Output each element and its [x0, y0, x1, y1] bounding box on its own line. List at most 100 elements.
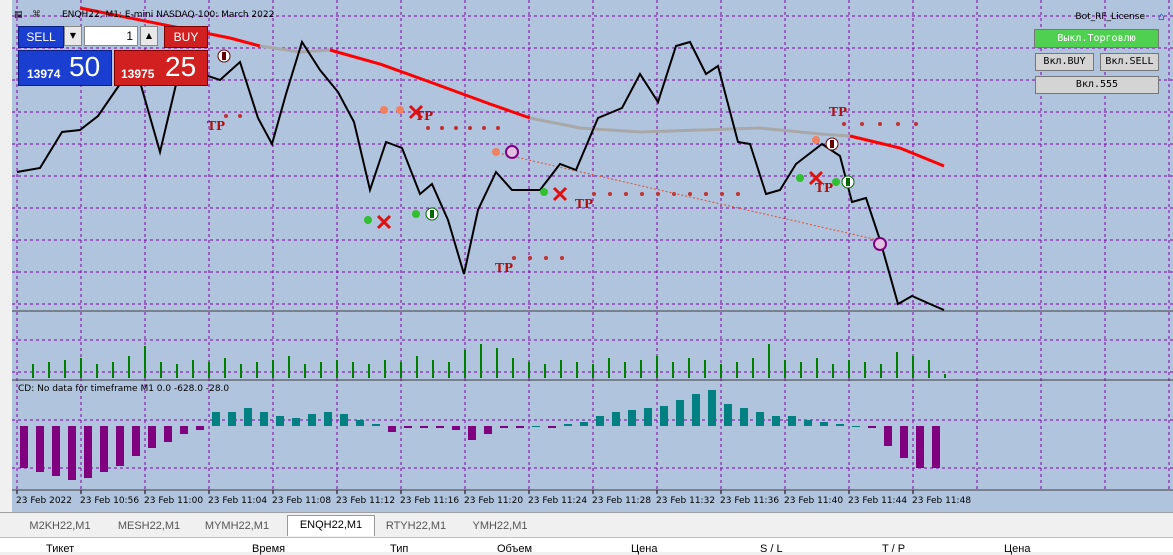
col-type[interactable]: Тип — [390, 543, 409, 555]
close-x-icon — [376, 214, 392, 230]
tp-dot — [896, 122, 900, 126]
time-axis-label: 23 Feb 11:04 — [208, 496, 267, 506]
arrow-marker-icon — [873, 237, 887, 251]
tp-label: TP — [829, 105, 847, 119]
volume-bar — [832, 364, 834, 378]
tp-dot — [560, 256, 564, 260]
tp-dot — [656, 192, 660, 196]
time-axis-label: 23 Feb 11:00 — [144, 496, 203, 506]
ask-price-box[interactable]: 13975 25 — [114, 50, 208, 86]
volume-bar — [64, 360, 66, 378]
entry-dot — [412, 210, 420, 218]
tab-m2kh22-m1[interactable]: M2KH22,M1 — [29, 520, 91, 532]
cd-bar — [404, 426, 412, 428]
tp-dot — [914, 122, 918, 126]
cd-bar — [900, 426, 908, 458]
tp-dot — [496, 126, 500, 130]
volume-bar — [704, 360, 706, 378]
volume-bar — [192, 360, 194, 378]
hat-icon: ⌂ — [1158, 10, 1165, 23]
volume-bar — [640, 360, 642, 378]
volume-bar — [336, 360, 338, 378]
tab-ymh22-m1[interactable]: YMH22,M1 — [472, 520, 528, 532]
toggle-trading-button[interactable]: Выкл.Торговлю — [1034, 29, 1159, 48]
tab-enqh22-m1[interactable]: ENQH22,M1 — [287, 515, 375, 536]
tp-dot — [640, 192, 644, 196]
buy-button[interactable]: BUY — [164, 26, 208, 48]
volume-bar — [480, 344, 482, 378]
tab-rtyh22-m1[interactable]: RTYH22,M1 — [385, 520, 447, 532]
chevron-down-icon[interactable]: ▼ — [64, 26, 82, 46]
chevron-up-icon[interactable]: ▲ — [140, 26, 158, 46]
volume-bar — [48, 362, 50, 378]
arrow-marker-icon — [222, 52, 226, 60]
enable-buy-button[interactable]: Вкл.BUY — [1035, 53, 1094, 71]
sell-label: SELL — [26, 30, 56, 44]
cd-bar — [452, 426, 460, 430]
tp-dot — [482, 126, 486, 130]
tp-dot — [878, 122, 882, 126]
volume-bar — [720, 364, 722, 378]
col-price-current[interactable]: Цена — [1004, 543, 1031, 555]
trend-dashed-line — [497, 152, 879, 241]
lot-input[interactable]: 1 — [84, 26, 138, 46]
col-volume[interactable]: Объем — [497, 543, 533, 555]
cd-bar — [52, 426, 60, 476]
cd-bar — [148, 426, 156, 448]
tp-dot — [624, 192, 628, 196]
volume-bar — [784, 360, 786, 378]
cd-bar — [548, 426, 556, 428]
time-axis-label: 23 Feb 11:28 — [592, 496, 651, 506]
close-x-icon — [552, 186, 568, 202]
volume-bar — [896, 352, 898, 378]
window-menu-icon[interactable]: ▤ — [14, 10, 23, 20]
trade-markers: TP TP TP TP TP TP — [207, 49, 887, 275]
cd-bar — [692, 394, 700, 426]
volume-bar — [80, 358, 82, 378]
tab-mymh22-m1[interactable]: MYMH22,M1 — [204, 520, 270, 532]
time-axis-label: 23 Feb 11:44 — [848, 496, 907, 506]
col-price[interactable]: Цена — [631, 543, 658, 555]
volume-bar — [688, 358, 690, 378]
enable-555-button[interactable]: Вкл.555 — [1035, 76, 1159, 94]
tab-mesh22-m1[interactable]: MESH22,M1 — [117, 520, 181, 532]
tp-dot — [454, 126, 458, 130]
cd-bar — [116, 426, 124, 466]
volume-bar — [368, 364, 370, 378]
time-axis-label: 23 Feb 11:16 — [400, 496, 459, 506]
col-sl[interactable]: S / L — [760, 543, 783, 555]
col-time[interactable]: Время — [252, 543, 286, 555]
volume-bar — [128, 356, 130, 378]
bid-price-box[interactable]: 13974 50 — [18, 50, 112, 86]
entry-dot — [540, 188, 548, 196]
ask-price-small: 13975 — [121, 67, 155, 81]
volume-bar — [160, 362, 162, 378]
cart-icon[interactable]: ⌘ — [32, 10, 41, 20]
time-axis-label: 23 Feb 11:08 — [272, 496, 331, 506]
tp-dot — [544, 256, 548, 260]
volume-bar — [848, 360, 850, 378]
volume-bar — [144, 346, 146, 378]
cd-bar — [676, 400, 684, 426]
ma-gray-segment — [259, 44, 331, 54]
sell-button[interactable]: SELL — [18, 26, 64, 48]
bot-license-label: Bot_RF_License — [1075, 12, 1145, 22]
volume-bar — [512, 358, 514, 378]
col-ticket[interactable]: Тикет — [46, 543, 75, 555]
volume-bar — [912, 356, 914, 378]
tp-dot — [688, 192, 692, 196]
ma-red-segment — [849, 134, 945, 168]
tp-dot — [704, 192, 708, 196]
cd-bar — [164, 426, 172, 442]
volume-bar — [944, 374, 946, 378]
enable-sell-button[interactable]: Вкл.SELL — [1100, 53, 1159, 71]
volume-bar — [352, 362, 354, 378]
tp-label: TP — [415, 109, 433, 123]
cd-bar — [484, 426, 492, 434]
time-axis: 23 Feb 2022 23 Feb 10:56 23 Feb 11:00 23 Fe… — [16, 490, 971, 506]
cd-bar — [228, 412, 236, 426]
time-axis-label: 23 Feb 10:56 — [80, 496, 139, 506]
tp-dot — [426, 126, 430, 130]
volume-bar — [624, 362, 626, 378]
col-tp[interactable]: T / P — [882, 543, 906, 555]
